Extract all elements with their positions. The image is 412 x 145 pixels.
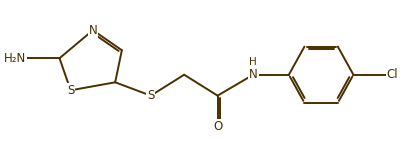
Text: N: N xyxy=(89,24,97,37)
Text: N: N xyxy=(249,68,258,81)
Text: O: O xyxy=(213,120,222,133)
Text: S: S xyxy=(147,89,154,102)
Text: Cl: Cl xyxy=(387,68,398,81)
Text: H: H xyxy=(249,57,257,67)
Text: S: S xyxy=(67,84,74,97)
Text: H₂N: H₂N xyxy=(4,52,26,65)
